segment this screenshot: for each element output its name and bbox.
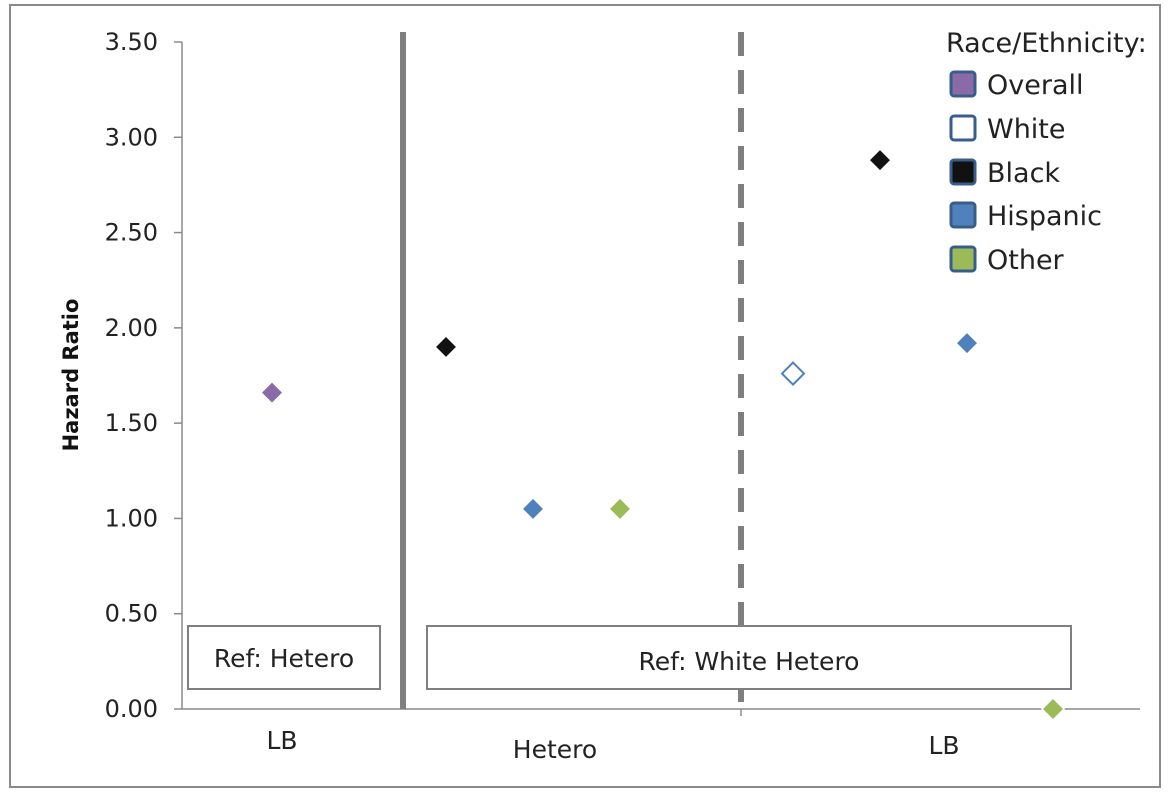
reference-boxes: Ref: Hetero Ref: White Hetero [187, 625, 1072, 690]
data-point-black [867, 148, 893, 173]
legend-swatch-white [949, 114, 977, 142]
x-category-label: Hetero [513, 735, 597, 764]
y-tick-label: 3.00 [105, 123, 158, 151]
y-tick-label: 0.00 [105, 695, 158, 723]
axes: 0.00 0.50 1.00 1.50 2.00 2.50 3.00 3.50 Hazard R… [59, 28, 1140, 764]
y-axis-title: Hazard Ratio [59, 299, 83, 452]
legend-swatch-black [949, 158, 977, 186]
legend-label-white: White [987, 114, 1066, 145]
data-point-black [433, 334, 459, 359]
x-category-label: LB [928, 731, 959, 760]
legend-swatch-overall [949, 70, 977, 98]
legend-title: Race/Ethnicity: [946, 28, 1147, 59]
legend-label-hispanic: Hispanic [987, 201, 1102, 232]
x-category-label: LB [266, 726, 297, 755]
y-tick-label: 3.50 [105, 28, 158, 56]
y-tick-label: 2.50 [105, 219, 158, 247]
legend-swatch-other [949, 245, 977, 273]
y-tick-label: 1.00 [105, 504, 158, 532]
legend-swatch-hispanic [949, 201, 977, 229]
y-tick-label: 1.50 [105, 409, 158, 437]
legend: Race/Ethnicity: Overall White Black Hispanic… [946, 28, 1147, 276]
data-point-hispanic [520, 496, 546, 521]
legend-label-black: Black [987, 158, 1060, 189]
y-tick-label: 0.50 [105, 600, 158, 628]
y-tick-label: 2.00 [105, 314, 158, 342]
data-point-hispanic [954, 331, 980, 356]
reference-box [187, 625, 381, 690]
data-point-other [607, 496, 633, 521]
data-point-overall [259, 380, 285, 405]
reference-label: Ref: Hetero [214, 644, 354, 673]
reference-label: Ref: White Hetero [639, 647, 860, 676]
data-point-other [1040, 696, 1066, 722]
legend-label-overall: Overall [987, 70, 1084, 101]
data-points [259, 148, 1066, 722]
data-point-white [780, 361, 806, 387]
reference-box [426, 625, 1072, 690]
legend-label-other: Other [987, 245, 1065, 276]
